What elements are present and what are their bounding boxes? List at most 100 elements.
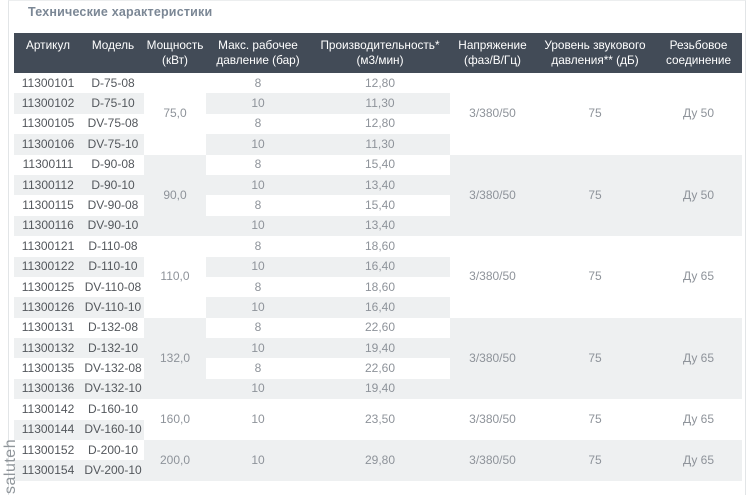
power-cell: 200,0 — [144, 440, 206, 481]
article-cell: 11300122 — [14, 256, 82, 277]
table-row: 11300111 D-90-08 90,0 8 15,40 3/380/50 7… — [14, 154, 742, 237]
col-header-noise: Уровень звукового давления** (дБ) — [535, 33, 655, 73]
page-frame — [8, 0, 746, 495]
table-row: 11300121 D-110-08 110,0 8 18,60 3/380/50… — [14, 236, 742, 318]
article-cell: 11300102 — [14, 93, 82, 114]
capacity-cell: 23,50 — [310, 399, 450, 441]
model-cell: D-75-10 — [82, 93, 144, 114]
voltage-cell: 3/380/50 — [450, 317, 535, 400]
col-header-connection: Резьбовое соединение — [655, 33, 742, 73]
model-cell: D-110-08 — [88, 238, 138, 253]
article-cell: 11300131 — [21, 320, 75, 335]
capacity-cell: 11,30 — [310, 134, 450, 155]
model-cell: DV-132-08 — [84, 361, 142, 376]
noise-cell: 75 — [535, 154, 655, 237]
col-header-article: Артикул — [14, 33, 82, 73]
pressure-cell: 8 — [254, 361, 262, 376]
model-cell: DV-110-10 — [82, 297, 144, 318]
article-cell: 11300152 — [21, 442, 75, 457]
article-cell: 11300142 — [21, 401, 75, 416]
pressure-cell: 8 — [254, 116, 262, 131]
article-cell: 11300112 — [14, 174, 82, 196]
power-cell: 160,0 — [144, 399, 206, 441]
pressure-cell: 10 — [206, 256, 310, 277]
model-cell: DV-90-10 — [82, 215, 144, 237]
pressure-cell: 8 — [254, 238, 262, 253]
page-title: Технические характеристики — [28, 5, 213, 19]
voltage-cell: 3/380/50 — [450, 399, 535, 441]
capacity-cell: 16,40 — [310, 256, 450, 277]
capacity-cell: 13,40 — [310, 215, 450, 237]
power-cell: 90,0 — [144, 154, 206, 237]
capacity-cell: 19,40 — [310, 338, 450, 359]
connection-cell: Ду 50 — [655, 73, 742, 155]
article-cell: 11300115 — [22, 197, 74, 212]
model-cell: D-75-08 — [91, 75, 135, 90]
pressure-cell: 10 — [206, 399, 310, 441]
article-cell: 11300136 — [14, 378, 82, 400]
col-header-pressure: Макс. рабочее давление (бар) — [206, 33, 310, 73]
model-cell: D-90-10 — [82, 174, 144, 196]
col-header-power: Мощность (кВт) — [144, 33, 206, 73]
voltage-cell: 3/380/50 — [450, 236, 535, 318]
connection-cell: Ду 65 — [655, 399, 742, 441]
power-cell: 110,0 — [144, 236, 206, 318]
table-row: 11300154 DV-200-10 — [14, 460, 742, 481]
pressure-cell: 10 — [206, 338, 310, 359]
table-row: 11300101 D-75-08 75,0 8 12,80 3/380/50 7… — [14, 73, 742, 155]
table-row: 11300122 D-110-10 10 16,40 — [14, 256, 742, 277]
model-cell: D-160-10 — [87, 401, 139, 416]
noise-cell: 75 — [535, 73, 655, 155]
capacity-cell: 18,60 — [364, 238, 396, 253]
model-cell: D-132-10 — [82, 338, 144, 359]
pressure-cell: 10 — [206, 378, 310, 400]
noise-cell: 75 — [535, 399, 655, 441]
model-cell: DV-90-08 — [87, 197, 139, 212]
table-row: 11300152 D-200-10 200,0 10 29,80 3/380/5… — [14, 440, 742, 481]
model-cell: D-200-10 — [87, 442, 139, 457]
pressure-cell: 8 — [254, 75, 262, 90]
capacity-cell: 29,80 — [310, 440, 450, 481]
capacity-cell: 12,80 — [364, 75, 396, 90]
connection-cell: Ду 65 — [655, 236, 742, 318]
noise-cell: 75 — [535, 317, 655, 400]
model-cell: D-90-08 — [91, 157, 135, 172]
voltage-cell: 3/380/50 — [450, 440, 535, 481]
capacity-cell: 11,30 — [310, 93, 450, 114]
power-cell: 132,0 — [144, 317, 206, 400]
power-cell: 75,0 — [144, 73, 206, 155]
pressure-cell: 10 — [206, 297, 310, 318]
capacity-cell: 18,60 — [364, 279, 396, 294]
pressure-cell: 10 — [206, 174, 310, 196]
table-row: 11300131 D-132-08 132,0 8 22,60 3/380/50… — [14, 317, 742, 400]
article-cell: 11300111 — [22, 157, 74, 172]
table-row: 11300135 DV-132-08 8 22,60 — [14, 358, 742, 378]
model-cell: DV-75-10 — [82, 134, 144, 155]
article-cell: 11300144 — [14, 419, 82, 441]
table-row: 11300132 D-132-10 10 19,40 — [14, 338, 742, 359]
noise-cell: 75 — [535, 236, 655, 318]
connection-cell: Ду 65 — [655, 317, 742, 400]
model-cell: D-132-08 — [87, 320, 139, 335]
article-cell: 11300125 — [21, 279, 75, 294]
capacity-cell: 22,60 — [364, 361, 396, 376]
table-row: 11300125 DV-110-08 8 18,60 — [14, 277, 742, 297]
article-cell: 11300101 — [21, 75, 75, 90]
article-cell: 11300132 — [14, 338, 82, 359]
table-row: 11300136 DV-132-10 10 19,40 — [14, 378, 742, 400]
pressure-cell: 10 — [206, 134, 310, 155]
article-cell: 11300105 — [21, 116, 75, 131]
article-cell: 11300121 — [21, 238, 75, 253]
col-header-model: Модель — [82, 33, 144, 73]
article-cell: 11300135 — [21, 361, 75, 376]
capacity-cell: 12,80 — [364, 116, 396, 131]
table-row: 11300105 DV-75-08 8 12,80 — [14, 114, 742, 134]
col-header-capacity: Производительность* (м3/мин) — [310, 33, 450, 73]
connection-cell: Ду 65 — [655, 440, 742, 481]
noise-cell: 75 — [535, 440, 655, 481]
table-row: 11300116 DV-90-10 10 13,40 — [14, 215, 742, 237]
model-cell: DV-132-10 — [82, 378, 144, 400]
capacity-cell: 15,40 — [364, 157, 396, 172]
pressure-cell: 8 — [254, 320, 262, 335]
article-cell: 11300154 — [14, 460, 82, 481]
